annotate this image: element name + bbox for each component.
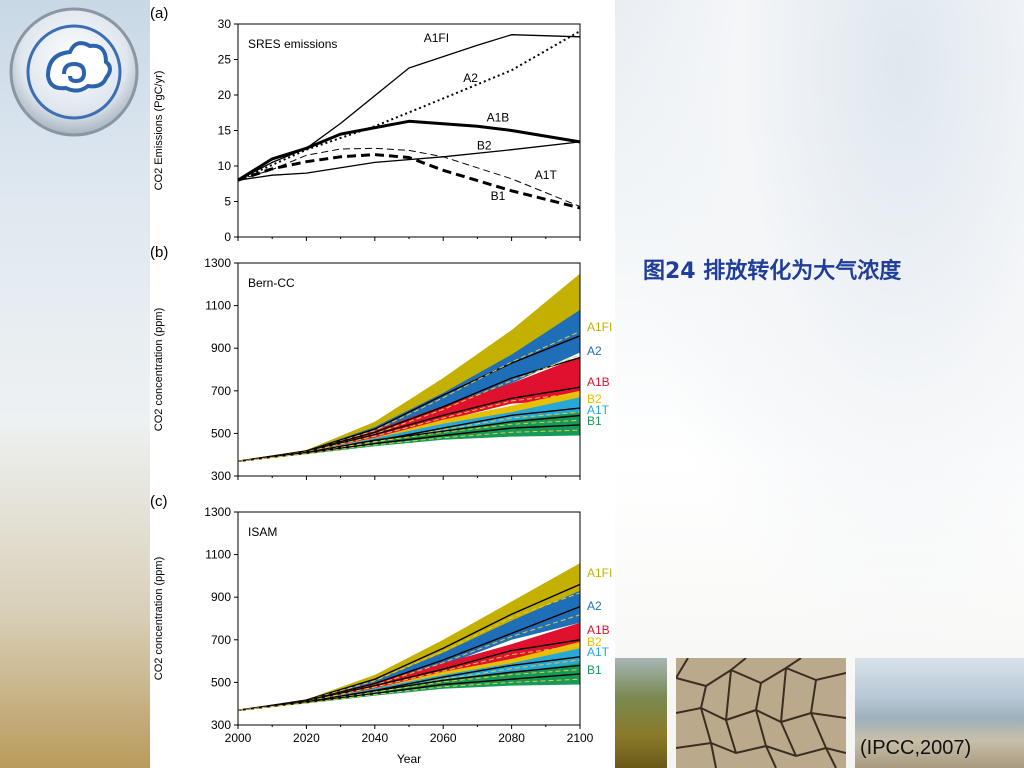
x-tick-label: 2040 (361, 731, 388, 745)
y-axis-label: CO2 Emissions (PgC/yr) (153, 71, 165, 191)
series-label-b1: B1 (587, 414, 602, 428)
y-axis-label: CO2 concentration (ppm) (153, 557, 165, 681)
y-tick-label: 10 (218, 159, 232, 173)
y-tick-label: 1100 (205, 548, 231, 562)
chart-panel-a: (a) A1FI A2 A1B B2 A1T B1 0 5 10 15 20 25 30 SRES emis… (150, 5, 581, 244)
y-tick-label: 500 (211, 675, 231, 689)
y-tick-label: 20 (218, 88, 232, 102)
series-label-b1: B1 (491, 189, 506, 203)
y-tick-label: 25 (218, 53, 232, 67)
right-background (615, 0, 1024, 660)
series-label-a1b: A1B (587, 375, 610, 389)
x-tick-label: 2060 (430, 731, 457, 745)
x-tick-label: 2020 (293, 731, 320, 745)
y-tick-label: 700 (211, 384, 231, 398)
y-tick-label: 900 (211, 590, 231, 604)
panel-label: (b) (150, 244, 168, 261)
line-b1 (237, 153, 581, 210)
cma-logo-icon (9, 7, 139, 137)
series-label-a1b: A1B (487, 110, 510, 124)
y-tick-label: 500 (211, 426, 231, 440)
y-tick-label: 900 (211, 341, 231, 355)
series-label-a1t: A1T (587, 403, 610, 417)
series-label-a1t: A1T (587, 645, 610, 659)
y-tick-label: 300 (211, 469, 231, 483)
line-a1fi (237, 34, 581, 181)
series-label-a2: A2 (587, 344, 602, 358)
y-tick-label: 0 (224, 230, 231, 244)
series-label-a1fi: A1FI (587, 320, 612, 334)
x-tick-label: 2100 (567, 731, 594, 745)
y-axis-label: CO2 concentration (ppm) (153, 308, 165, 432)
line-b2 (237, 141, 581, 181)
y-tick-label: 5 (224, 195, 231, 209)
x-tick-label: 2080 (498, 731, 525, 745)
seashore-photo (855, 658, 1024, 768)
series-label-a2: A2 (463, 71, 478, 85)
x-axis-label: Year (397, 752, 421, 766)
line-a1t (237, 147, 581, 207)
citation: (IPCC,2007) (860, 737, 972, 759)
panel-label: (a) (150, 5, 168, 22)
dashed-line-b1 (237, 678, 581, 711)
slide-title: 图24 排放转化为大气浓度 (643, 259, 902, 284)
panel-label: (c) (150, 493, 168, 510)
series-label-b2: B2 (587, 635, 602, 649)
x-tick-label: 2000 (225, 731, 252, 745)
series-label-b2: B2 (587, 392, 602, 406)
y-tick-label: 1300 (204, 505, 231, 519)
cracked-earth-photo (676, 658, 846, 768)
plot-title: Bern-CC (248, 276, 295, 290)
plot-frame (237, 23, 581, 238)
series-label-a1b: A1B (587, 623, 610, 637)
y-tick-label: 700 (211, 633, 231, 647)
plot-title: SRES emissions (248, 37, 337, 51)
y-tick-label: 30 (218, 17, 232, 31)
series-label-a2: A2 (587, 599, 602, 613)
y-tick-label: 300 (211, 718, 231, 732)
series-label-a1fi: A1FI (424, 31, 449, 45)
series-label-b1: B1 (587, 663, 602, 677)
series-label-b2: B2 (477, 139, 492, 153)
y-tick-label: 1300 (204, 256, 231, 270)
plot-title: ISAM (248, 525, 277, 539)
y-tick-label: 15 (218, 124, 232, 138)
dashed-line-b1 (237, 429, 581, 462)
y-tick-label: 1100 (205, 299, 231, 313)
series-label-a1t: A1T (535, 168, 558, 182)
line-a1b (237, 119, 581, 182)
series-label-a1fi: A1FI (587, 566, 612, 580)
field-photo (615, 658, 667, 768)
